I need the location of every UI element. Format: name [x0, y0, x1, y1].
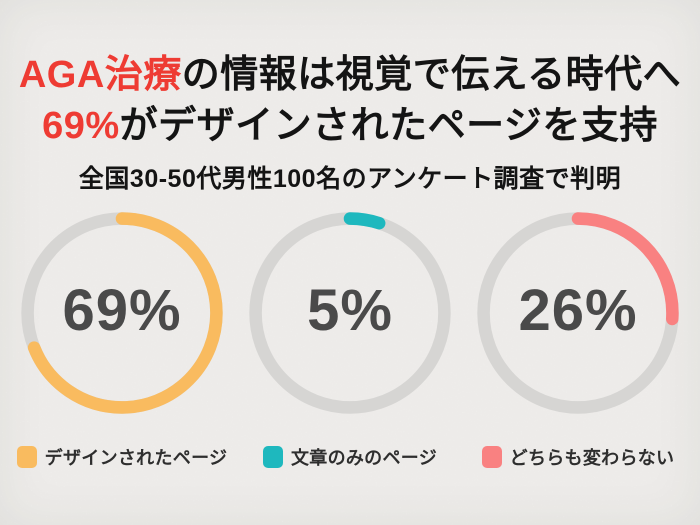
survey-subtitle: 全国30-50代男性100名のアンケート調査で判明: [78, 165, 622, 193]
donut-value-designed-page: 69%: [62, 277, 182, 343]
header: AGA治療の情報は視覚で伝える時代へ 69%がデザインされたページを支持 全国3…: [0, 50, 700, 194]
legend-label-designed-page: デザインされたページ: [44, 448, 228, 468]
donut-value-text-only-page: 5%: [307, 277, 393, 343]
donut-chart-text-only-page: 5%: [244, 207, 456, 419]
title-line-2-rest: がデザインされたページを支持: [119, 105, 658, 147]
title-line-1: AGA治療の情報は視覚で伝える時代へ: [0, 50, 700, 101]
donut-value-no-difference: 26%: [518, 277, 638, 343]
donut-charts-row: 69% 5% 26%: [0, 207, 700, 419]
title-line-2-highlight: 69%: [42, 105, 120, 147]
title-line-1-rest: の情報は視覚で伝える時代へ: [181, 54, 682, 96]
chart-legend: デザインされたページ 文章のみのページ どちらも変わらない: [0, 444, 700, 470]
legend-label-text-only-page: 文章のみのページ: [290, 448, 438, 468]
legend-swatch-text-only-page: [262, 446, 283, 468]
infographic-content: AGA治療の情報は視覚で伝える時代へ 69%がデザインされたページを支持 全国3…: [0, 50, 700, 470]
legend-item-text-only-page: 文章のみのページ: [244, 444, 456, 470]
legend-label-no-difference: どちらも変わらない: [509, 448, 675, 468]
legend-item-designed-page: デザインされたページ: [16, 444, 228, 470]
title-line-1-highlight: AGA治療: [18, 54, 182, 96]
title-line-2: 69%がデザインされたページを支持: [0, 101, 700, 152]
donut-chart-no-difference: 26%: [472, 207, 684, 419]
legend-swatch-designed-page: [16, 446, 37, 468]
donut-chart-designed-page: 69%: [16, 207, 228, 419]
legend-item-no-difference: どちらも変わらない: [472, 444, 684, 470]
legend-swatch-no-difference: [481, 446, 502, 468]
